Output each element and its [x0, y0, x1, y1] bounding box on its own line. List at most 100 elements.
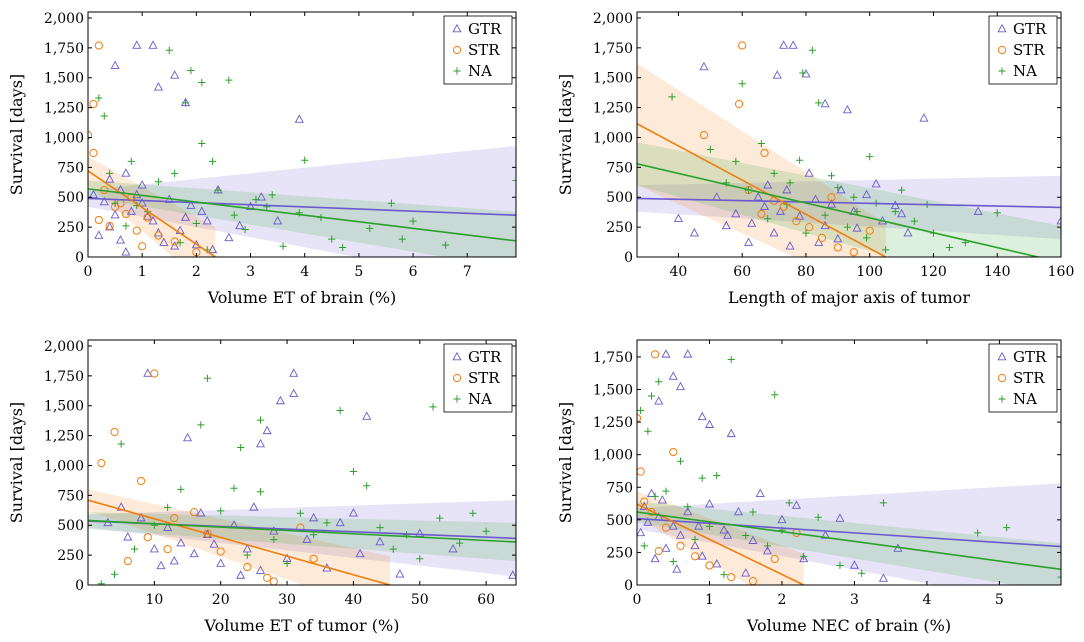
- data-point-gtr: [110, 60, 120, 70]
- data-point-str: [661, 523, 671, 532]
- x-tick-label: 2: [192, 264, 201, 280]
- y-tick-label: 1,000: [44, 130, 84, 146]
- data-point-na: [150, 521, 158, 529]
- plot-frame: [636, 11, 1062, 258]
- data-point-na: [764, 215, 772, 223]
- data-point-gtr: [94, 230, 104, 239]
- y-tick-label: 500: [606, 513, 633, 529]
- data-point-na: [771, 391, 779, 399]
- data-point-na: [814, 513, 822, 521]
- y-tick-label: 500: [57, 190, 84, 206]
- legend-marker-gtr: [997, 23, 1007, 33]
- data-point-na: [209, 157, 217, 165]
- legend-label-na: NA: [1013, 390, 1037, 408]
- regression-line-na: [88, 188, 516, 242]
- data-point-str: [269, 577, 278, 585]
- data-point-str: [849, 248, 858, 257]
- data-point-gtr: [878, 573, 888, 582]
- data-point-str: [123, 556, 132, 566]
- data-point-na: [176, 239, 184, 247]
- data-point-na: [662, 487, 670, 495]
- data-point-gtr: [362, 411, 372, 420]
- data-point-na: [122, 222, 130, 230]
- data-point-gtr: [741, 568, 751, 577]
- data-point-na: [283, 559, 291, 568]
- data-point-gtr: [289, 388, 299, 398]
- data-point-gtr: [919, 113, 929, 122]
- data-point-na: [387, 199, 395, 207]
- data-point-str: [154, 231, 163, 240]
- data-point-gtr: [176, 538, 186, 547]
- regression-line-na: [637, 511, 1061, 571]
- confidence-band-gtr: [88, 500, 516, 577]
- data-point-na: [720, 570, 728, 579]
- data-point-gtr: [747, 218, 757, 227]
- data-point-na: [110, 570, 119, 578]
- regression-line-str: [637, 123, 887, 257]
- data-point-gtr: [335, 517, 345, 527]
- x-tick-label: 10: [145, 592, 163, 608]
- y-tick-label: 0: [75, 578, 84, 594]
- data-point-na: [800, 552, 808, 560]
- data-point-str: [190, 507, 199, 517]
- data-point-gtr: [115, 235, 126, 244]
- data-point-str: [865, 226, 874, 235]
- data-point-na: [95, 94, 103, 102]
- data-point-gtr: [159, 237, 169, 246]
- data-point-na: [732, 157, 740, 165]
- y-tick-label: 0: [75, 250, 84, 266]
- data-point-na: [268, 191, 276, 199]
- plot-frame: [87, 11, 517, 258]
- data-point-na: [891, 207, 899, 216]
- data-point-na: [436, 514, 444, 522]
- data-point-str: [89, 148, 98, 158]
- data-point-str: [727, 573, 736, 582]
- scatter-series-gtr: [88, 40, 304, 256]
- x-tick-label: 6: [409, 264, 418, 280]
- legend-marker-str: [997, 45, 1007, 55]
- data-point-gtr: [842, 104, 852, 114]
- data-point-gtr: [121, 168, 131, 177]
- data-point-gtr: [249, 502, 259, 511]
- data-point-na: [808, 46, 816, 54]
- data-point-na: [655, 378, 663, 386]
- data-point-str: [738, 41, 747, 50]
- x-tick-label: 4: [300, 264, 309, 280]
- data-point-str: [121, 209, 131, 219]
- confidence-band-na: [637, 142, 1061, 257]
- data-point-gtr: [733, 506, 744, 516]
- data-point-gtr: [723, 530, 733, 539]
- data-point-gtr: [721, 220, 731, 230]
- data-point-na: [879, 499, 888, 507]
- data-point-gtr: [302, 534, 312, 543]
- data-point-gtr: [704, 499, 715, 508]
- data-point-na: [243, 551, 251, 559]
- data-point-gtr: [697, 411, 707, 421]
- data-point-gtr: [245, 201, 256, 211]
- regression-line-gtr: [637, 517, 1061, 548]
- data-point-gtr: [763, 180, 773, 189]
- data-point-gtr: [180, 212, 191, 221]
- confidence-band-str: [637, 491, 804, 585]
- data-point-na: [409, 217, 417, 225]
- data-point-gtr: [105, 174, 115, 183]
- legend-label-gtr: GTR: [1013, 20, 1047, 38]
- data-point-gtr: [355, 548, 365, 558]
- data-point-gtr: [216, 558, 226, 567]
- x-tick-label: 160: [1048, 264, 1075, 280]
- data-point-gtr: [814, 237, 824, 246]
- plot-frame: [636, 339, 1062, 586]
- data-point-na: [154, 178, 163, 186]
- data-point-na: [836, 561, 844, 570]
- y-tick-label: 1,500: [44, 71, 84, 87]
- data-point-gtr: [209, 539, 219, 548]
- legend: GTR STR NA: [443, 15, 513, 85]
- legend-label-gtr: GTR: [468, 348, 502, 366]
- data-point-na: [256, 416, 265, 424]
- data-point-str: [203, 529, 212, 538]
- confidence-band-gtr: [637, 483, 1061, 585]
- data-point-na: [770, 169, 778, 177]
- data-point-na: [684, 503, 692, 511]
- data-point-na: [171, 169, 179, 177]
- x-tick-label: 5: [354, 264, 363, 280]
